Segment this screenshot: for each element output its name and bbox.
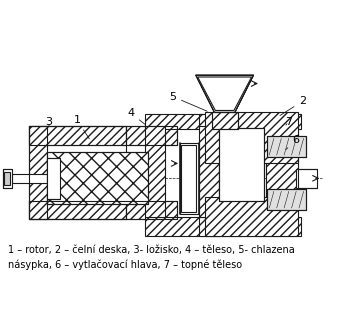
Text: 1: 1 xyxy=(73,115,89,139)
Bar xyxy=(29,126,126,145)
Bar xyxy=(126,201,177,219)
Bar xyxy=(145,114,219,129)
Text: násypka, 6 – vytlačovací hlava, 7 – topné těleso: násypka, 6 – vytlačovací hlava, 7 – topn… xyxy=(8,259,242,270)
Bar xyxy=(266,126,298,201)
Bar xyxy=(29,126,126,219)
Bar xyxy=(2,169,12,188)
Bar xyxy=(145,217,219,236)
Polygon shape xyxy=(196,75,253,112)
Bar xyxy=(211,112,238,129)
Bar xyxy=(47,152,148,204)
Text: 2: 2 xyxy=(280,96,306,115)
Bar xyxy=(267,189,306,210)
Bar xyxy=(199,126,219,217)
Bar xyxy=(5,172,10,185)
Bar xyxy=(267,136,306,157)
Bar xyxy=(199,217,301,236)
Bar xyxy=(180,143,199,214)
Polygon shape xyxy=(198,77,252,110)
Bar xyxy=(211,112,238,129)
Text: 4: 4 xyxy=(127,108,145,124)
Bar xyxy=(267,136,306,157)
Bar xyxy=(205,197,298,236)
Bar xyxy=(12,174,49,183)
Text: 6: 6 xyxy=(286,135,300,149)
Bar xyxy=(29,201,177,219)
Bar xyxy=(47,152,148,204)
Polygon shape xyxy=(196,75,253,112)
Bar xyxy=(29,126,177,145)
Bar xyxy=(181,145,196,212)
Bar xyxy=(145,126,165,217)
Bar xyxy=(126,126,177,145)
Bar xyxy=(199,114,301,129)
Text: 1 – rotor, 2 – čelní deska, 3- ložisko, 4 – těleso, 5- chlazena: 1 – rotor, 2 – čelní deska, 3- ložisko, … xyxy=(8,245,295,255)
Text: 5: 5 xyxy=(169,91,207,111)
Text: 7: 7 xyxy=(285,117,292,127)
Bar xyxy=(205,112,298,163)
Bar xyxy=(219,128,263,201)
Text: 3: 3 xyxy=(45,117,52,127)
Bar xyxy=(47,158,60,199)
Bar xyxy=(29,126,47,219)
Bar xyxy=(267,189,306,210)
Bar xyxy=(296,169,317,188)
Bar xyxy=(29,201,126,219)
